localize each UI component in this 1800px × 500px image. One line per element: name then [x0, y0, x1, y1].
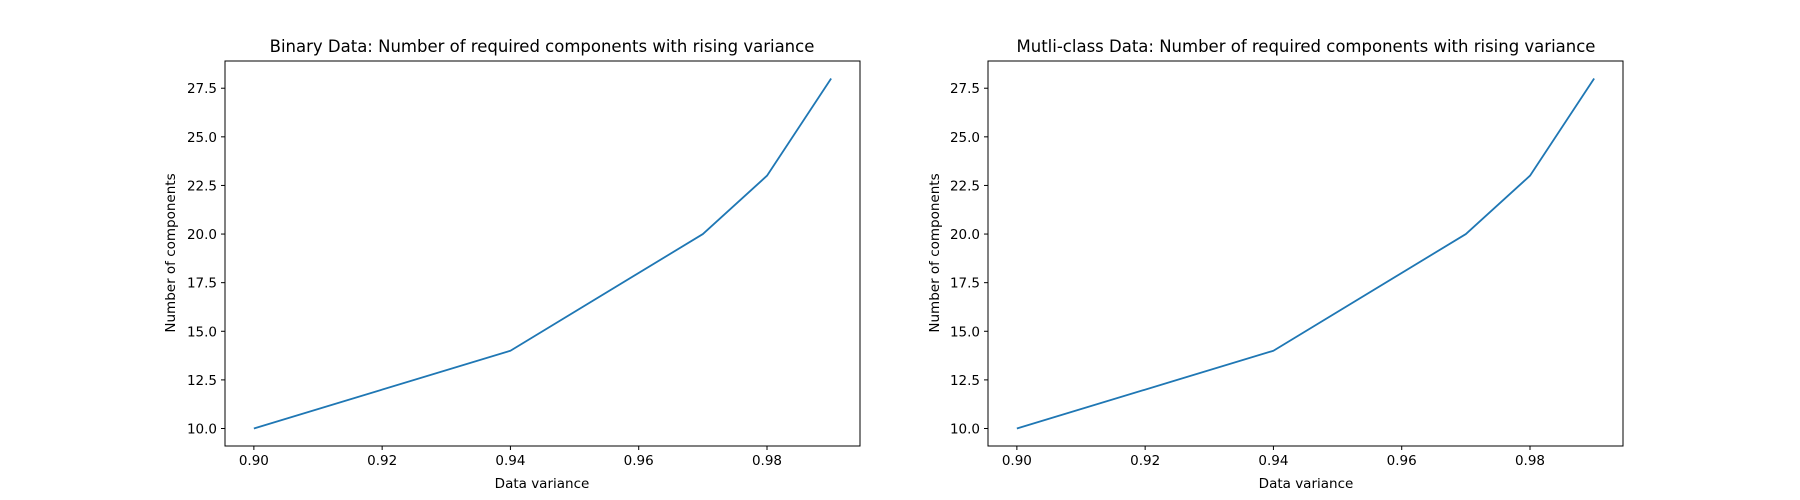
x-tick-label: 0.92	[367, 453, 397, 469]
y-tick-label: 17.5	[187, 276, 217, 292]
series-line	[254, 79, 831, 429]
y-tick-label: 22.5	[950, 178, 980, 194]
y-tick-label: 17.5	[950, 276, 980, 292]
y-tick-label: 27.5	[187, 81, 217, 97]
y-tick-label: 10.0	[187, 422, 217, 438]
x-tick-label: 0.90	[1002, 453, 1032, 469]
x-axis-label: Data variance	[1259, 476, 1354, 492]
y-tick-label: 20.0	[187, 227, 217, 243]
y-tick-label: 25.0	[950, 130, 980, 146]
x-tick-label: 0.92	[1130, 453, 1160, 469]
y-axis-label: Number of components	[163, 173, 179, 332]
chart-title: Binary Data: Number of required componen…	[270, 37, 815, 56]
y-tick-label: 27.5	[950, 81, 980, 97]
chart-title: Mutli-class Data: Number of required com…	[1017, 37, 1596, 56]
x-tick-label: 0.94	[495, 453, 525, 469]
series-line	[1017, 79, 1594, 429]
chart-panel-binary: Binary Data: Number of required componen…	[163, 37, 860, 492]
chart-panel-multiclass: Mutli-class Data: Number of required com…	[927, 37, 1623, 492]
y-tick-label: 10.0	[950, 422, 980, 438]
x-tick-label: 0.90	[239, 453, 269, 469]
y-tick-label: 12.5	[950, 373, 980, 389]
x-tick-label: 0.96	[1387, 453, 1417, 469]
y-tick-label: 20.0	[950, 227, 980, 243]
y-tick-label: 15.0	[950, 324, 980, 340]
y-tick-label: 12.5	[187, 373, 217, 389]
x-tick-label: 0.98	[752, 453, 782, 469]
x-tick-label: 0.94	[1258, 453, 1288, 469]
plot-frame	[988, 61, 1623, 446]
x-tick-label: 0.98	[1515, 453, 1545, 469]
y-tick-label: 15.0	[187, 324, 217, 340]
y-axis-label: Number of components	[927, 173, 943, 332]
x-axis-label: Data variance	[495, 476, 590, 492]
y-tick-label: 25.0	[187, 130, 217, 146]
y-tick-label: 22.5	[187, 178, 217, 194]
plot-frame	[225, 61, 860, 446]
x-tick-label: 0.96	[624, 453, 654, 469]
